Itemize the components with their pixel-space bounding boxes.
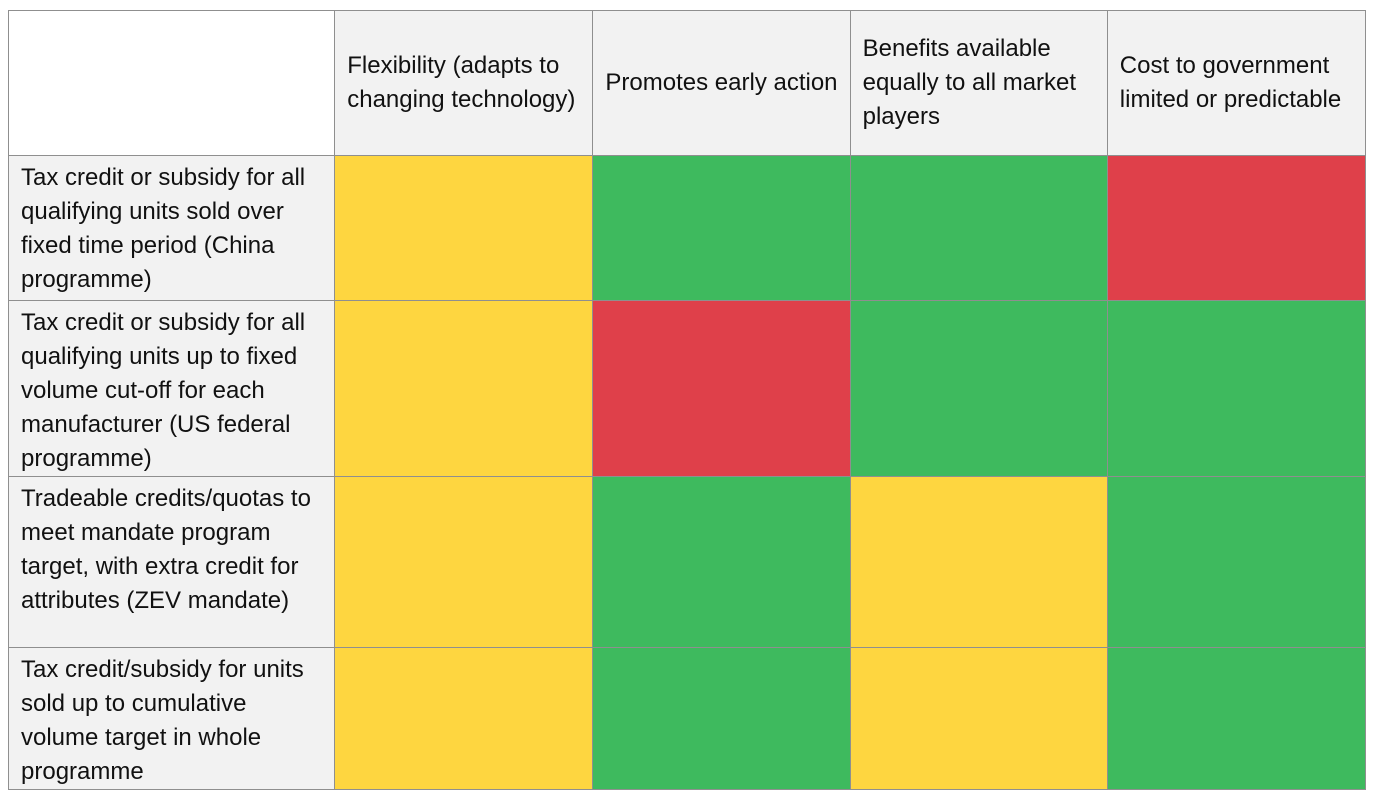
policy-comparison-table: Flexibility (adapts to changing technolo… bbox=[7, 10, 1367, 790]
table-row: Tax credit or subsidy for all qualifying… bbox=[7, 155, 1367, 301]
rating-cell-yellow bbox=[334, 647, 594, 790]
rating-cell-green bbox=[1106, 476, 1367, 648]
row-label-china-programme: Tax credit or subsidy for all qualifying… bbox=[7, 155, 336, 301]
rating-cell-red bbox=[1106, 155, 1367, 301]
rating-cell-yellow bbox=[334, 155, 594, 301]
rating-cell-green bbox=[592, 155, 851, 301]
rating-cell-green bbox=[849, 155, 1108, 301]
column-header-government-cost: Cost to government limited or predictabl… bbox=[1106, 10, 1367, 156]
table-row: Tradeable credits/quotas to meet mandate… bbox=[7, 476, 1367, 648]
rating-cell-yellow bbox=[849, 476, 1108, 648]
rating-cell-yellow bbox=[334, 476, 594, 648]
row-label-us-federal-programme: Tax credit or subsidy for all qualifying… bbox=[7, 300, 336, 477]
table-row: Tax credit/subsidy for units sold up to … bbox=[7, 647, 1367, 790]
column-header-equal-benefits: Benefits available equally to all market… bbox=[849, 10, 1108, 156]
rating-cell-red bbox=[592, 300, 851, 477]
table-row: Tax credit or subsidy for all qualifying… bbox=[7, 300, 1367, 477]
corner-cell bbox=[7, 10, 336, 156]
rating-cell-yellow bbox=[334, 300, 594, 477]
column-header-early-action: Promotes early action bbox=[592, 10, 851, 156]
rating-cell-green bbox=[1106, 647, 1367, 790]
row-label-cumulative-volume: Tax credit/subsidy for units sold up to … bbox=[7, 647, 336, 790]
column-header-flexibility: Flexibility (adapts to changing technolo… bbox=[334, 10, 594, 156]
table-header-row: Flexibility (adapts to changing technolo… bbox=[7, 10, 1367, 156]
rating-cell-green bbox=[1106, 300, 1367, 477]
rating-cell-green bbox=[592, 647, 851, 790]
rating-cell-green bbox=[592, 476, 851, 648]
rating-cell-yellow bbox=[849, 647, 1108, 790]
row-label-zev-mandate: Tradeable credits/quotas to meet mandate… bbox=[7, 476, 336, 648]
rating-cell-green bbox=[849, 300, 1108, 477]
